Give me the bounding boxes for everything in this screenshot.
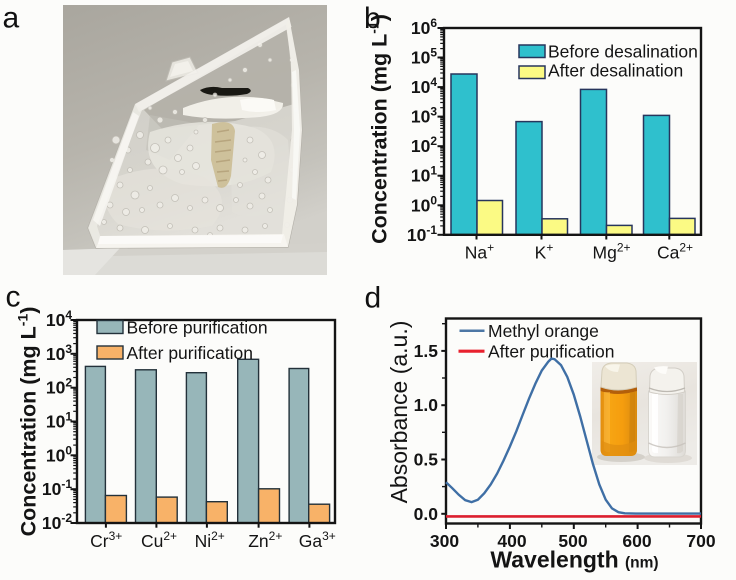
svg-text:104: 104 (411, 75, 437, 97)
svg-text:400: 400 (497, 531, 526, 551)
svg-text:Ca2+: Ca2+ (657, 241, 693, 263)
svg-text:Absorbance (a.u.): Absorbance (a.u.) (386, 321, 412, 504)
svg-text:Ni2+: Ni2+ (195, 529, 225, 551)
svg-text:600: 600 (622, 531, 651, 551)
svg-text:Ga3+: Ga3+ (299, 529, 336, 551)
svg-text:Before desalination: Before desalination (548, 42, 698, 62)
svg-text:102: 102 (46, 376, 72, 398)
svg-text:103: 103 (411, 105, 437, 127)
svg-text:Zn2+: Zn2+ (248, 529, 282, 551)
svg-text:Concentration (mg L-1): Concentration (mg L-1) (366, 14, 392, 244)
svg-text:101: 101 (46, 410, 72, 432)
svg-text:102: 102 (411, 134, 437, 156)
svg-text:103: 103 (46, 342, 72, 364)
svg-text:After purification: After purification (488, 342, 614, 362)
svg-text:After purification: After purification (127, 343, 253, 363)
svg-text:Before purification: Before purification (127, 318, 268, 338)
svg-text:Cu2+: Cu2+ (141, 529, 177, 551)
svg-text:101: 101 (411, 164, 437, 186)
svg-text:a: a (3, 2, 20, 35)
svg-text:Methyl orange: Methyl orange (488, 321, 599, 341)
svg-text:c: c (6, 281, 21, 314)
svg-text:10-1: 10-1 (42, 477, 72, 499)
svg-text:Na+: Na+ (465, 241, 494, 263)
svg-text:Cr3+: Cr3+ (90, 529, 122, 551)
svg-text:1.5: 1.5 (414, 341, 439, 361)
svg-text:105: 105 (411, 46, 437, 68)
svg-text:100: 100 (411, 193, 437, 215)
svg-text:104: 104 (46, 308, 72, 330)
svg-text:100: 100 (46, 443, 72, 465)
svg-text:1.0: 1.0 (414, 395, 439, 415)
svg-text:0.0: 0.0 (414, 504, 439, 524)
svg-text:Mg2+: Mg2+ (593, 241, 631, 263)
svg-text:10-1: 10-1 (407, 223, 437, 245)
svg-text:After desalination: After desalination (548, 61, 683, 81)
svg-text:0.5: 0.5 (414, 450, 439, 470)
svg-text:10-2: 10-2 (42, 511, 72, 533)
svg-text:Concentration (mg L-1): Concentration (mg L-1) (15, 307, 41, 537)
svg-text:106: 106 (411, 16, 437, 38)
svg-text:300: 300 (430, 531, 459, 551)
svg-text:700: 700 (686, 531, 715, 551)
svg-text:b: b (364, 2, 381, 35)
svg-text:d: d (365, 282, 382, 315)
svg-text:K+: K+ (535, 241, 554, 263)
svg-text:500: 500 (558, 531, 587, 551)
